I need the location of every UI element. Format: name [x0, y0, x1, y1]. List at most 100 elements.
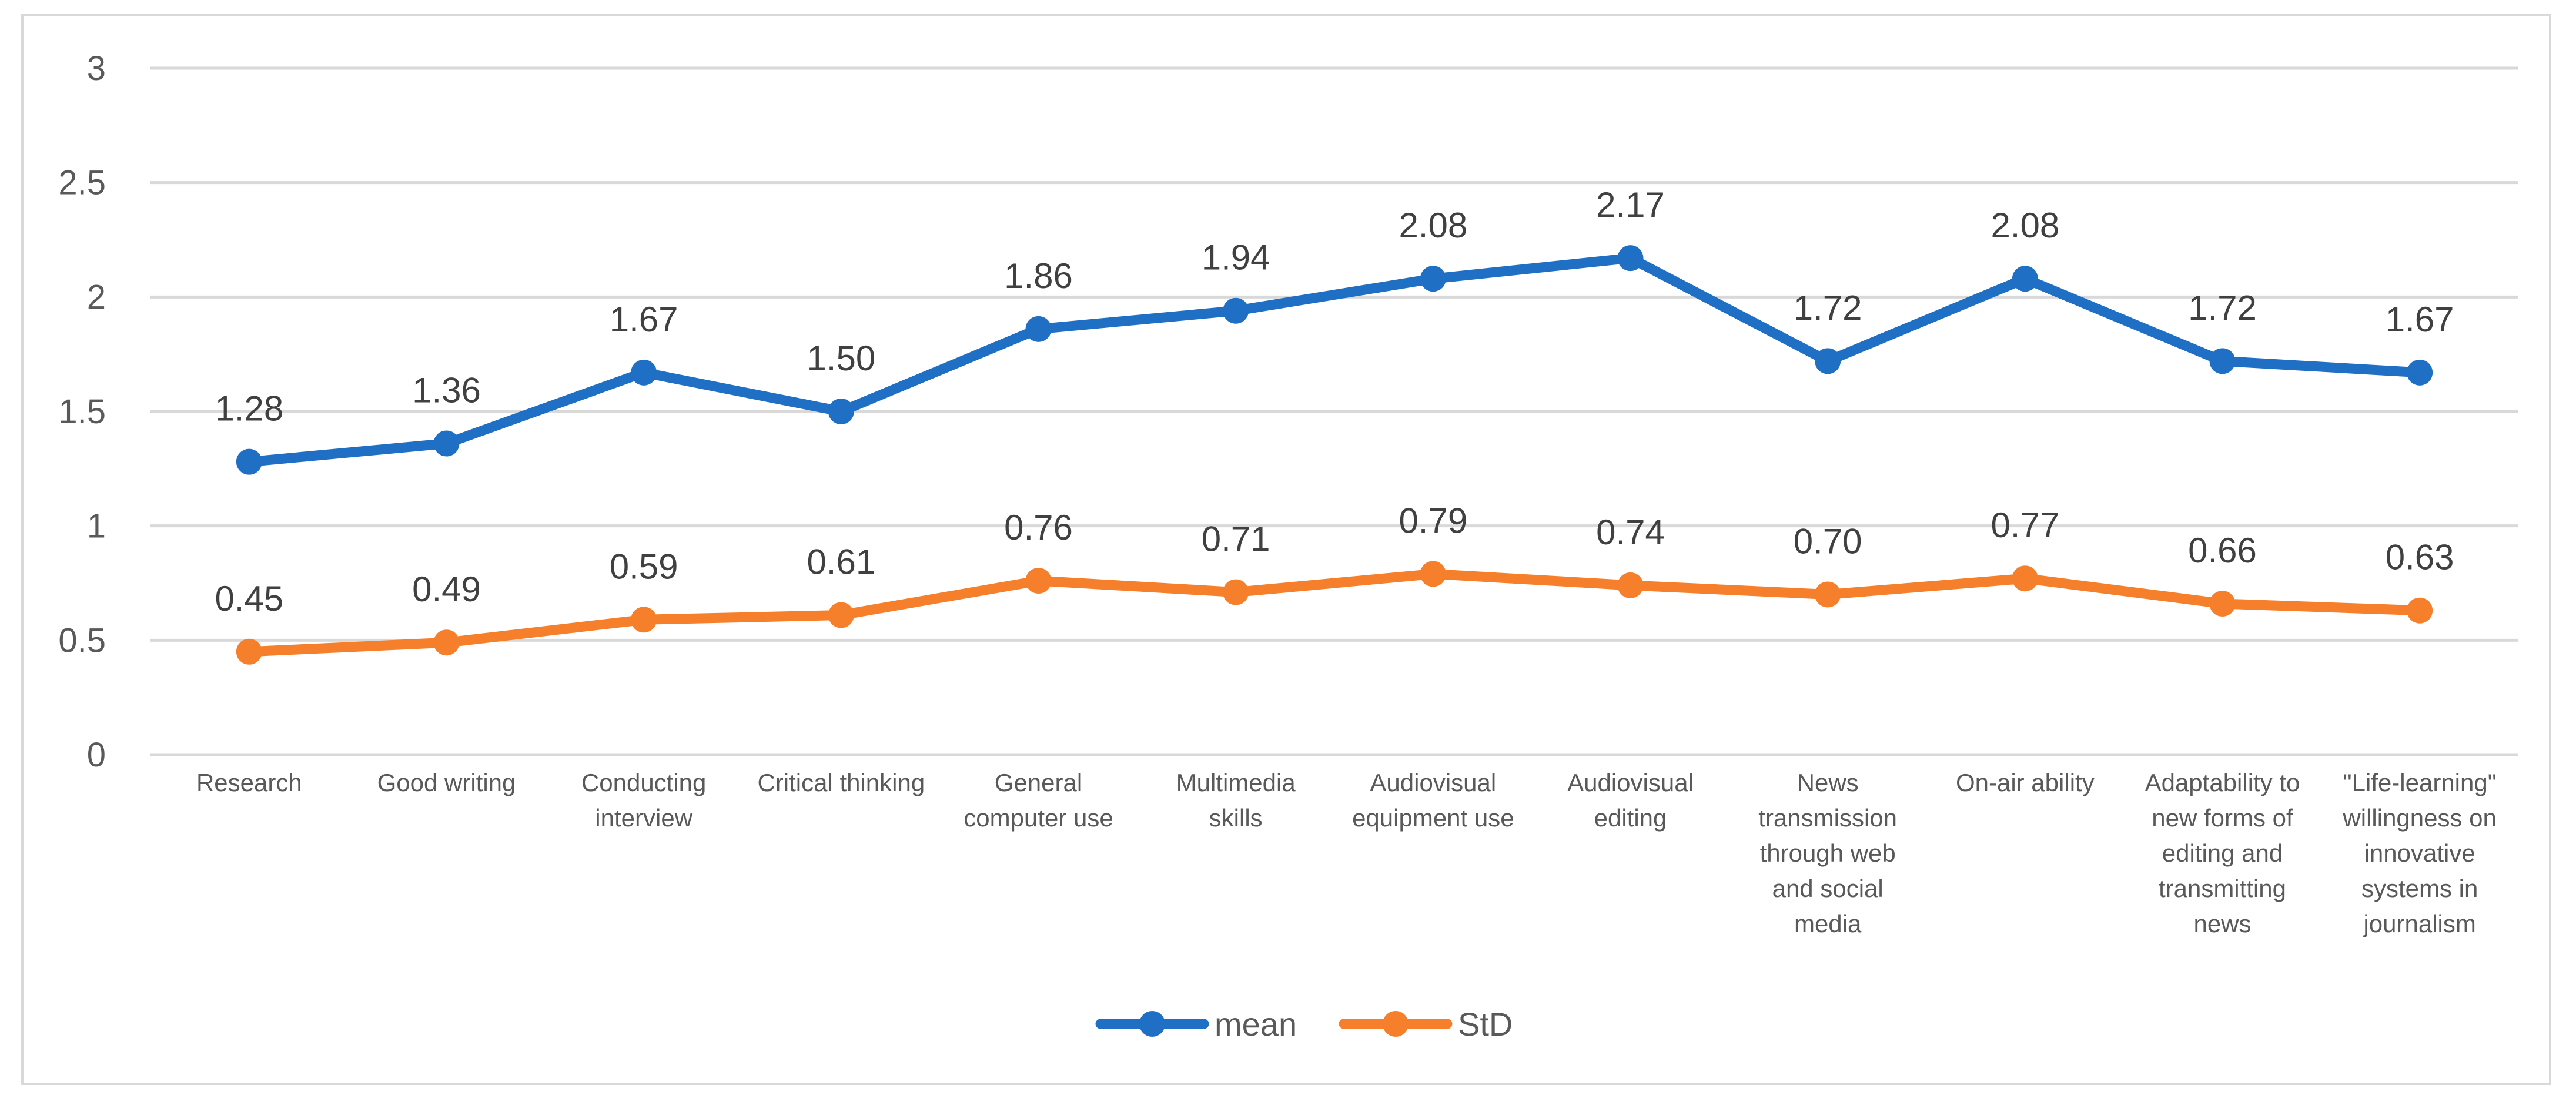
x-category-label-line: and social — [1772, 875, 1884, 902]
data-label-std: 0.74 — [1596, 513, 1665, 552]
x-category-label-line: "Life-learning" — [2343, 769, 2497, 796]
x-category-label-line: Good writing — [377, 769, 516, 796]
data-label-mean: 2.08 — [1399, 206, 1467, 245]
data-labels: 1.28 1.36 1.67 1.50 1.86 1.94 2.08 2.17 1.72 2.08… — [215, 185, 2454, 618]
data-point-std — [1025, 568, 1052, 594]
data-point-mean — [2012, 266, 2038, 292]
legend-swatch-marker — [1383, 1011, 1409, 1037]
x-category-label-line: Critical thinking — [757, 769, 925, 796]
data-label-mean: 1.50 — [807, 339, 875, 378]
line-chart: 0 0.5 1 1.5 2 2.5 3 Research Good writing Conduc… — [58, 49, 2518, 1043]
data-point-std — [828, 602, 854, 628]
x-category-label: Audiovisual equipment use — [1352, 769, 1514, 832]
data-label-mean: 1.28 — [215, 389, 283, 428]
x-axis-category-labels: Research Good writing Conducting interviewC… — [196, 769, 2497, 937]
legend-item-mean: mean — [1095, 1006, 1297, 1043]
data-label-std: 0.45 — [215, 579, 283, 618]
x-category-label-line: Multimedia — [1176, 769, 1296, 796]
legend-item-std: StD — [1339, 1006, 1513, 1043]
data-point-std — [1223, 579, 1249, 605]
series-line-std — [244, 568, 2425, 657]
x-category-label-line: computer use — [964, 804, 1113, 832]
data-label-std: 0.59 — [610, 547, 678, 586]
x-category-label: Research — [196, 769, 302, 796]
data-label-std: 0.71 — [1202, 520, 1270, 559]
data-label-std: 0.61 — [807, 543, 875, 582]
data-label-mean: 1.67 — [2386, 300, 2454, 339]
series-line-mean — [244, 253, 2425, 467]
data-point-mean — [1815, 348, 1841, 374]
x-category-label-line: skills — [1209, 804, 1263, 832]
data-label-mean: 1.94 — [1202, 238, 1270, 277]
data-point-std — [631, 607, 657, 633]
x-category-label-line: new forms of — [2152, 804, 2293, 832]
x-category-label-line: transmission — [1758, 804, 1897, 832]
y-tick-label: 1 — [87, 507, 106, 545]
x-category-label-line: media — [1794, 910, 1862, 937]
legend-label: mean — [1215, 1006, 1297, 1043]
x-category-label-line: General — [995, 769, 1082, 796]
data-point-std — [1815, 581, 1841, 608]
data-point-mean — [236, 448, 262, 475]
data-point-std — [1617, 572, 1644, 598]
y-tick-label: 2 — [87, 278, 106, 316]
data-label-std: 0.77 — [1990, 505, 2059, 545]
data-label-std: 0.63 — [2386, 538, 2454, 577]
data-point-std — [2407, 597, 2433, 624]
data-label-mean: 1.72 — [2188, 288, 2257, 327]
data-label-std: 0.79 — [1399, 501, 1467, 540]
x-category-label: Conducting interview — [581, 769, 706, 832]
x-category-label-line: journalism — [2362, 910, 2475, 937]
data-point-mean — [1420, 266, 1446, 292]
legend-swatch-marker — [1139, 1011, 1165, 1037]
data-point-mean — [2209, 348, 2236, 374]
x-category-label-line: innovative — [2364, 839, 2475, 867]
data-label-mean: 1.67 — [610, 300, 678, 339]
x-category-label: Critical thinking — [757, 769, 925, 796]
legend: mean StD — [1095, 1006, 1513, 1043]
y-tick-label: 1.5 — [58, 393, 106, 431]
x-category-label: "Life-learning" willingness on innovative s… — [2342, 769, 2496, 937]
x-category-label-line: through web — [1760, 839, 1896, 867]
data-label-std: 0.76 — [1004, 508, 1073, 547]
data-point-std — [236, 638, 262, 665]
x-category-label-line: Research — [196, 769, 302, 796]
x-category-label-line: editing — [1594, 804, 1667, 832]
x-category-label-line: Audiovisual — [1370, 769, 1496, 796]
legend-label: StD — [1458, 1006, 1513, 1043]
data-point-mean — [828, 399, 854, 424]
x-category-label-line: systems in — [2361, 875, 2478, 902]
x-category-label: Multimedia skills — [1176, 769, 1296, 832]
x-category-label: General computer use — [964, 769, 1113, 832]
data-point-mean — [2407, 359, 2433, 386]
x-category-label-line: editing and — [2162, 839, 2283, 867]
x-category-label-line: equipment use — [1352, 804, 1514, 832]
data-label-mean: 2.08 — [1990, 206, 2059, 245]
x-category-label-line: Conducting — [581, 769, 706, 796]
x-category-label-line: On-air ability — [1956, 769, 2095, 796]
x-category-label-line: interview — [595, 804, 692, 832]
data-point-std — [2012, 565, 2038, 592]
x-category-label-line: willingness on — [2342, 804, 2496, 832]
x-category-label-line: Adaptability to — [2145, 769, 2300, 796]
x-category-label: On-air ability — [1956, 769, 2095, 796]
data-point-mean — [433, 430, 460, 457]
series-lines — [236, 245, 2433, 665]
x-category-label-line: news — [2193, 910, 2251, 937]
y-tick-label: 3 — [87, 49, 106, 88]
x-category-label: News transmission through web and social med… — [1758, 769, 1897, 937]
y-tick-label: 2.5 — [58, 164, 106, 202]
data-label-mean: 1.36 — [412, 371, 481, 410]
data-point-std — [1420, 561, 1446, 587]
gridlines — [150, 66, 2518, 756]
y-tick-label: 0.5 — [58, 621, 106, 659]
y-axis-tick-labels: 0 0.5 1 1.5 2 2.5 3 — [58, 49, 106, 774]
chart-frame: 0 0.5 1 1.5 2 2.5 3 Research Good writing Conduc… — [21, 14, 2551, 1085]
x-category-label-line: transmitting — [2159, 875, 2286, 902]
data-point-mean — [1617, 245, 1644, 272]
data-point-mean — [1223, 297, 1249, 324]
data-label-std: 0.66 — [2188, 531, 2257, 570]
data-label-mean: 1.72 — [1794, 288, 1862, 327]
x-category-label-line: News — [1797, 769, 1859, 796]
data-point-std — [2209, 591, 2236, 617]
